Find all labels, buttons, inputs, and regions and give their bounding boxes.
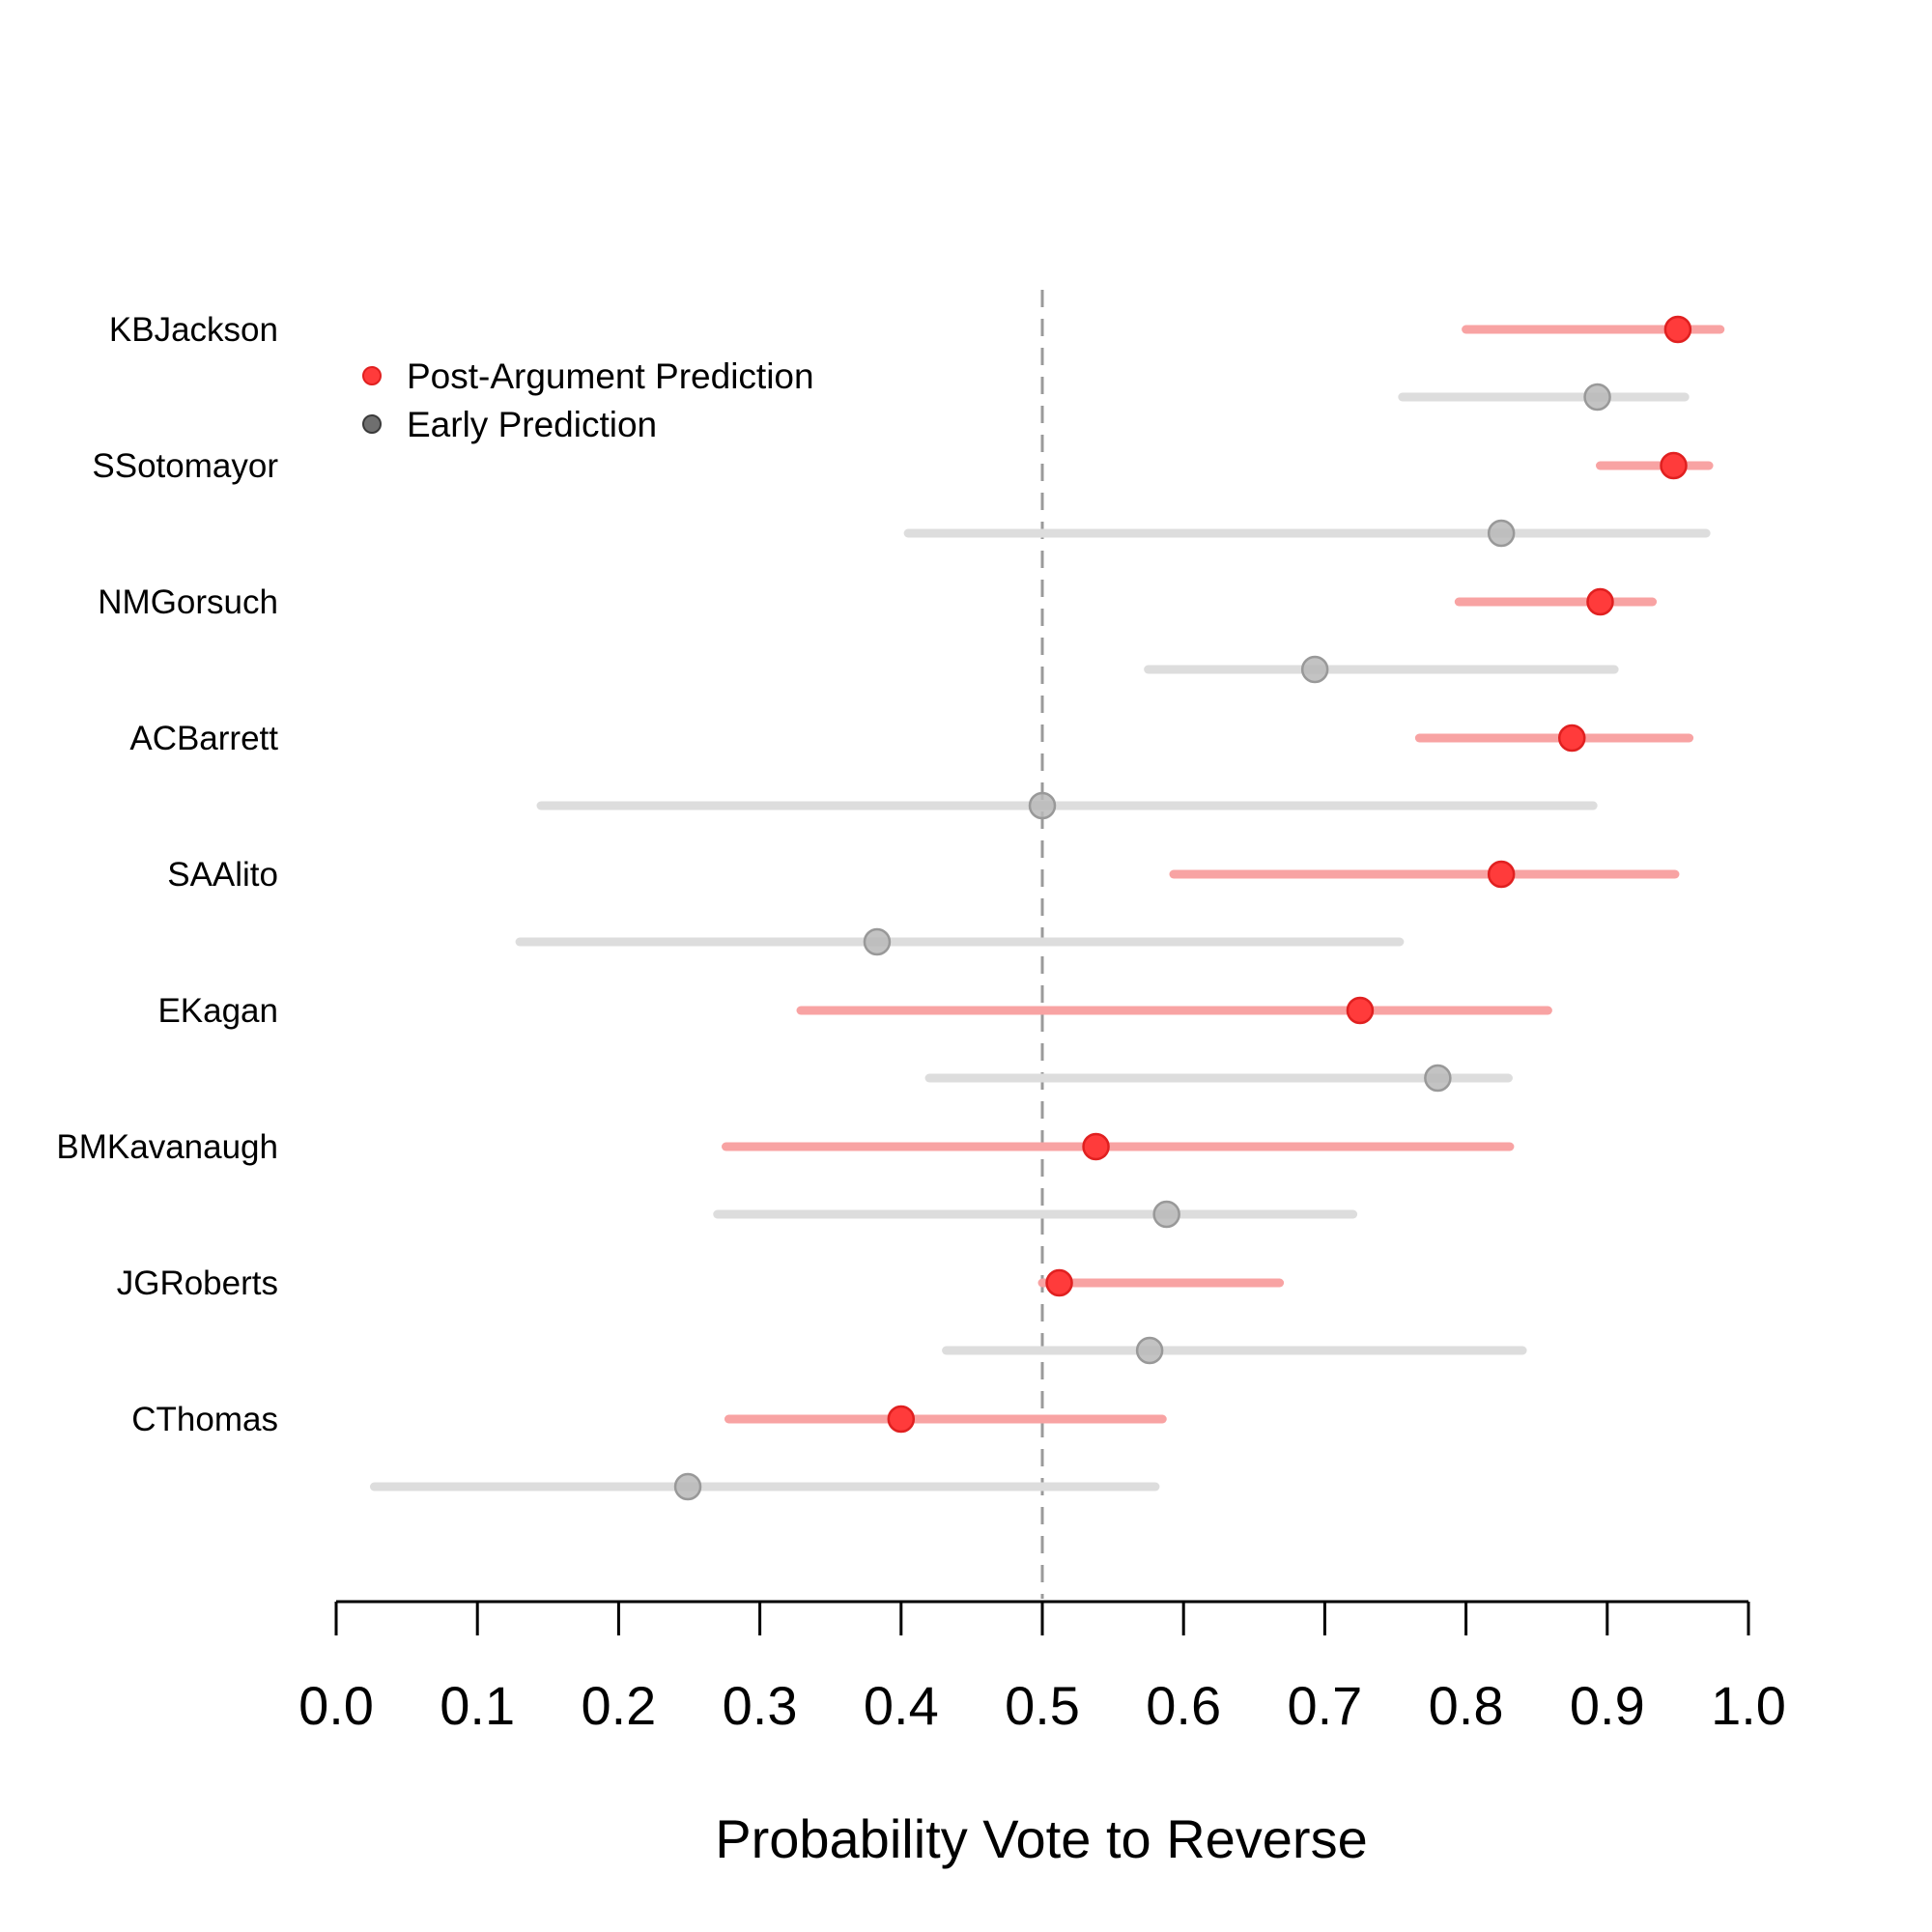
post-point-cthomas [887,1405,916,1434]
x-tick-label-0.4: 0.4 [864,1675,939,1736]
early-point-jgroberts [1135,1336,1164,1365]
early-point-bmkavanaugh [1152,1200,1180,1229]
early-point-saalito [863,927,892,956]
post-point-ekagan [1346,996,1375,1025]
justice-label-saalito: SAAlito [167,856,278,894]
early-point-ekagan [1424,1064,1452,1093]
early-point-kbjackson [1583,383,1611,412]
x-tick-label-0.9: 0.9 [1570,1675,1645,1736]
x-tick-label-0.8: 0.8 [1429,1675,1504,1736]
early-point-acbarrett [1028,791,1057,820]
post-point-jgroberts [1045,1268,1073,1297]
post-point-ssotomayor [1660,451,1688,480]
legend: Post-Argument Prediction Early Predictio… [362,356,814,444]
post-point-bmkavanaugh [1082,1132,1110,1161]
post-point-saalito [1487,860,1516,889]
x-tick-label-1.0: 1.0 [1711,1675,1786,1736]
x-tick-label-0.2: 0.2 [581,1675,656,1736]
justice-label-ssotomayor: SSotomayor [92,447,278,485]
legend-post-label: Post-Argument Prediction [407,356,814,396]
justice-label-kbjackson: KBJackson [109,311,278,349]
legend-early-marker [362,414,382,434]
early-point-cthomas [673,1472,702,1501]
x-tick-label-0.7: 0.7 [1287,1675,1362,1736]
justice-label-acbarrett: ACBarrett [129,720,278,757]
justice-label-ekagan: EKagan [157,992,278,1030]
post-point-acbarrett [1558,724,1586,753]
x-tick-label-0.0: 0.0 [298,1675,374,1736]
interval-layer [369,325,1725,1492]
legend-post-marker [362,366,382,385]
early-point-ssotomayor [1487,519,1516,548]
point-layer [673,315,1692,1501]
x-tick-label-0.5: 0.5 [1005,1675,1080,1736]
justice-label-bmkavanaugh: BMKavanaugh [56,1128,278,1166]
early-point-nmgorsuch [1300,655,1329,684]
x-tick-label-0.6: 0.6 [1146,1675,1221,1736]
justice-label-cthomas: CThomas [131,1401,278,1438]
justice-label-jgroberts: JGRoberts [117,1264,278,1302]
legend-early-label: Early Prediction [407,405,657,444]
post-point-kbjackson [1663,315,1692,344]
x-tick-label-0.1: 0.1 [440,1675,515,1736]
justice-label-layer: KBJackson SSotomayor NMGorsuch ACBarrett SAA… [56,311,278,1438]
justice-label-nmgorsuch: NMGorsuch [98,583,278,621]
x-axis-title: Probability Vote to Reverse [715,1808,1367,1869]
x-tick-label-0.3: 0.3 [723,1675,798,1736]
post-point-nmgorsuch [1586,587,1614,616]
x-axis: 0.0 0.1 0.2 0.3 0.4 0.5 0.6 0.7 0.8 0.9 1.0 [298,1600,1786,1736]
